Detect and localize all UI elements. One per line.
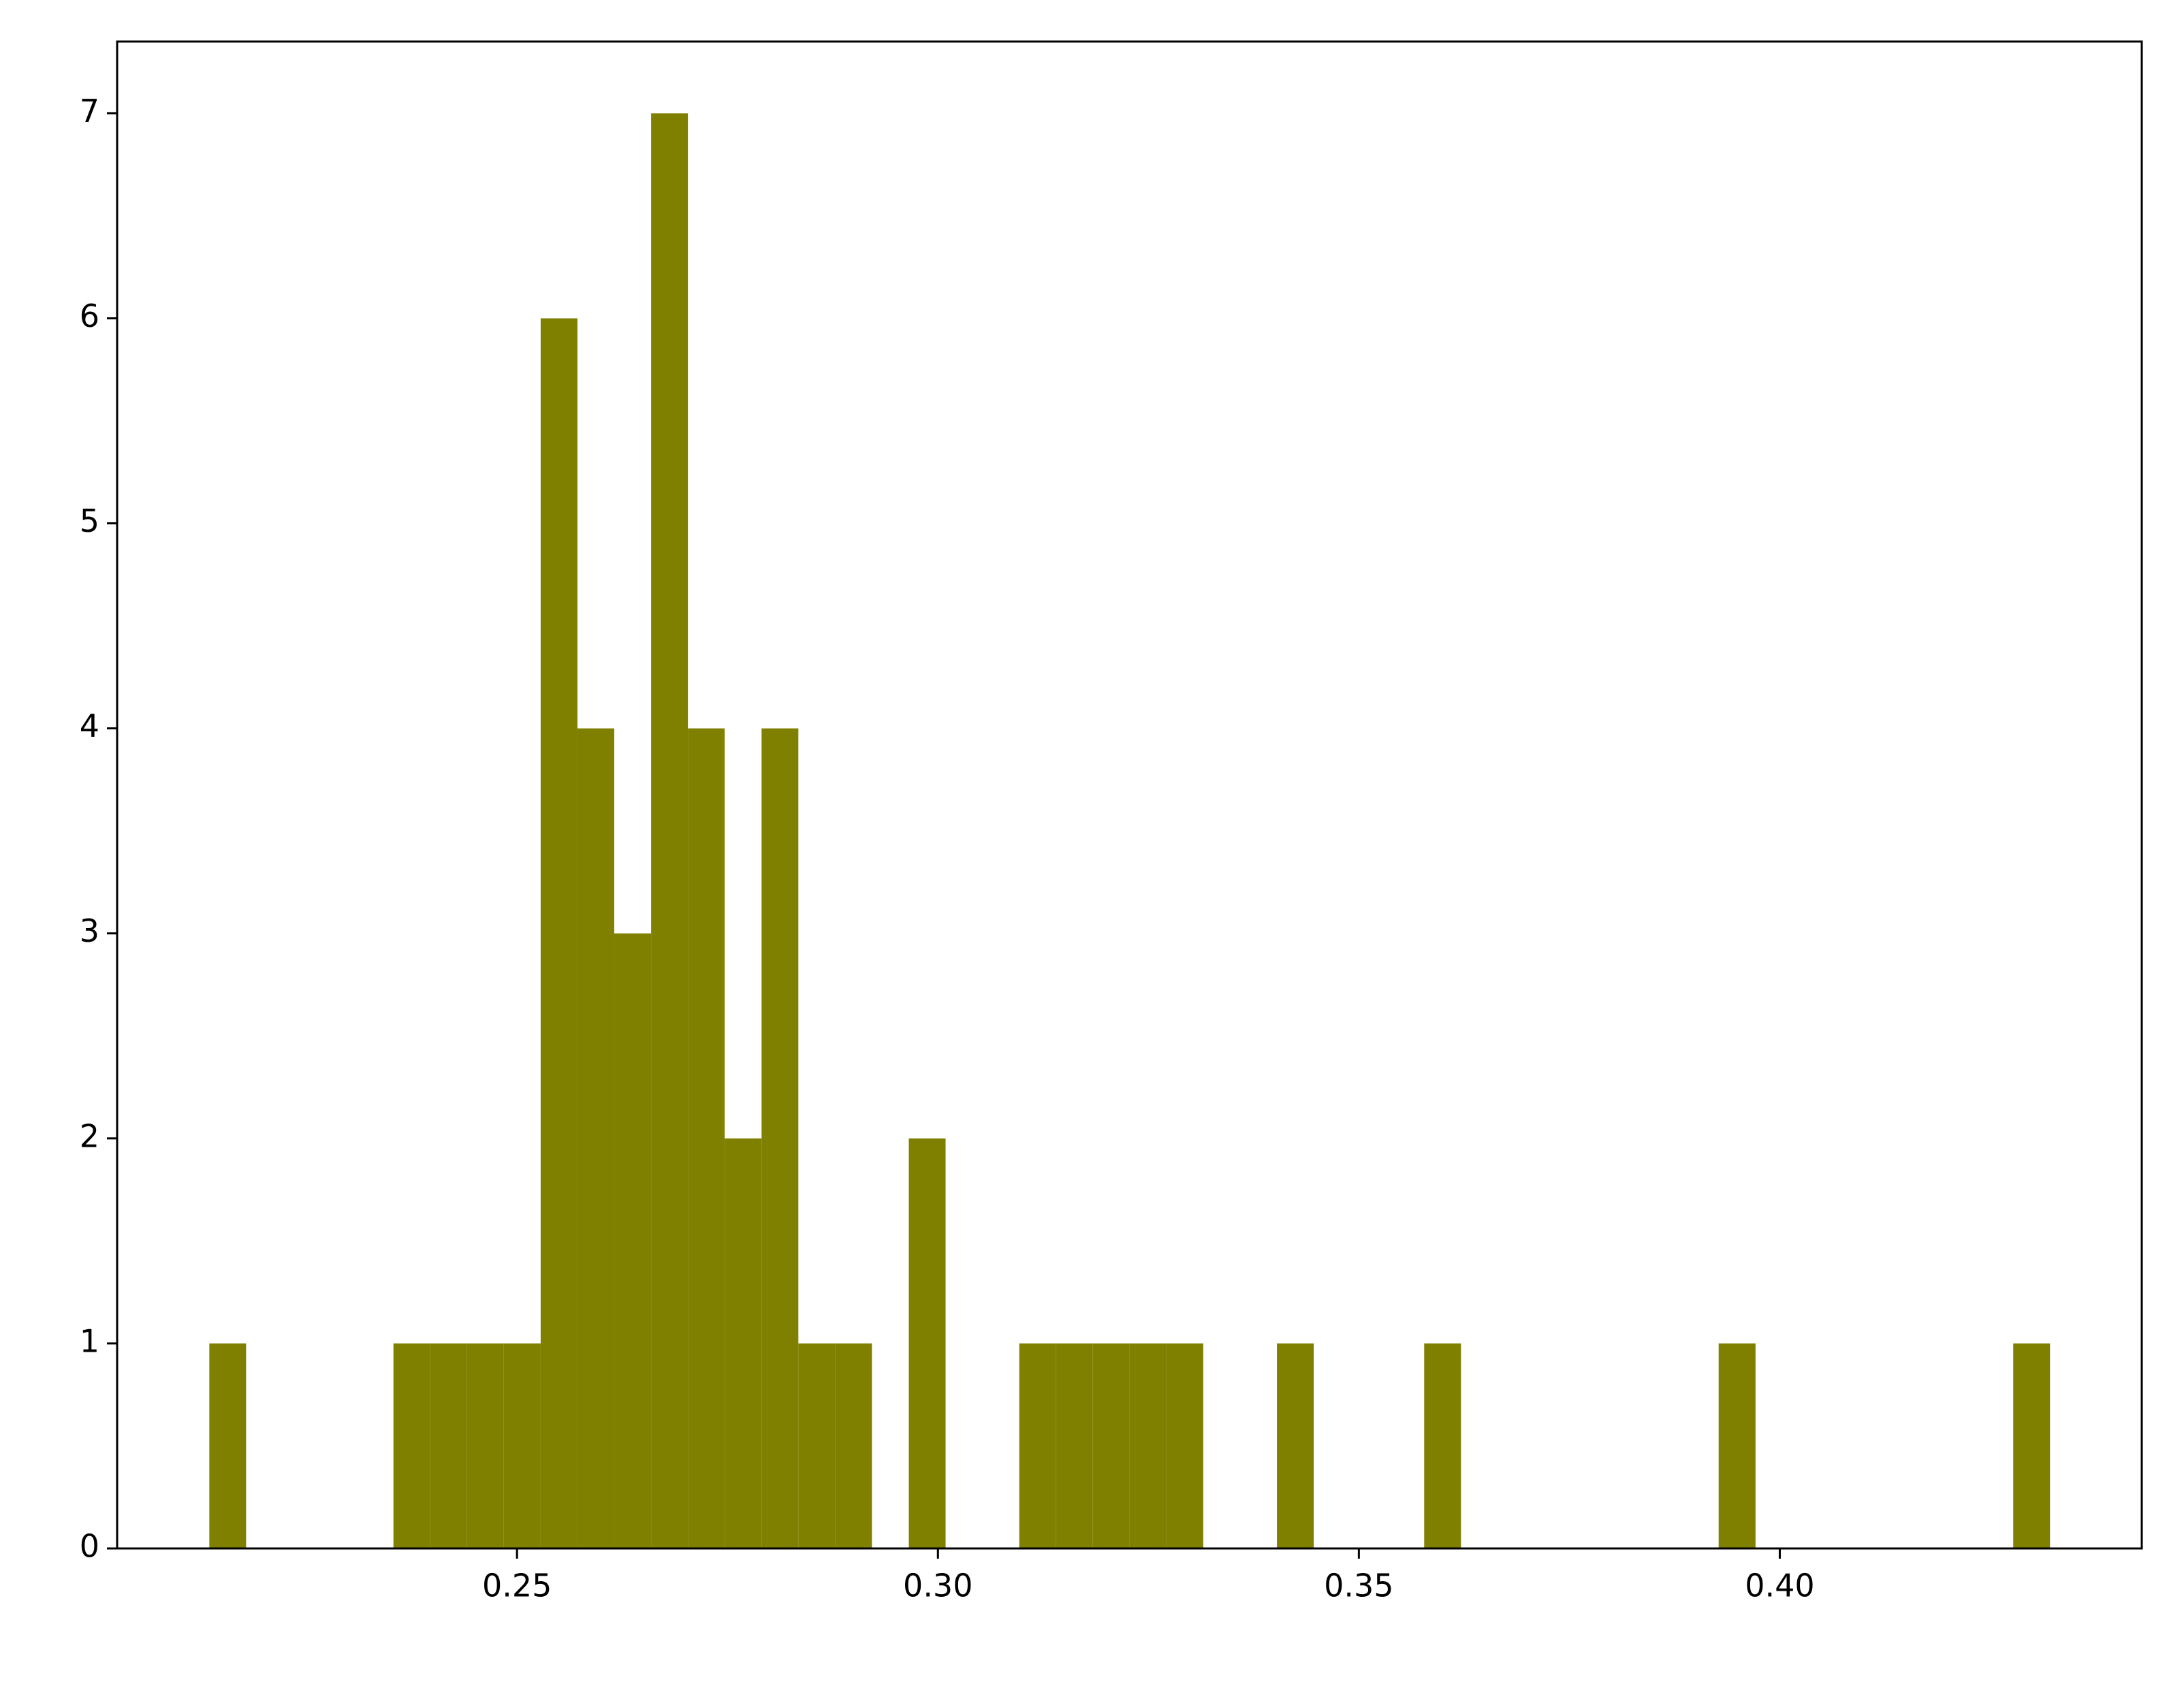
plot-frame	[116, 40, 2143, 1550]
bar	[908, 1138, 946, 1548]
y-tick-label: 0	[80, 1528, 99, 1565]
bar	[503, 1343, 541, 1548]
bar	[2013, 1343, 2051, 1548]
bar	[1277, 1343, 1314, 1548]
y-tick-label: 7	[80, 93, 99, 129]
bar	[614, 933, 652, 1548]
bar	[725, 1138, 762, 1548]
y-tick-label: 2	[80, 1117, 99, 1154]
bar	[1129, 1343, 1167, 1548]
bar	[798, 1343, 836, 1548]
bar	[393, 1343, 430, 1548]
x-tick-label: 0.40	[1745, 1568, 1814, 1604]
bar	[1166, 1343, 1203, 1548]
y-tick-label: 3	[80, 912, 99, 949]
x-tick-label: 0.35	[1324, 1568, 1393, 1604]
bar	[540, 318, 577, 1549]
bar	[688, 728, 725, 1548]
bar	[430, 1343, 467, 1548]
x-tick-label: 0.30	[903, 1568, 972, 1604]
y-tick-label: 4	[80, 707, 99, 744]
bar	[1424, 1343, 1461, 1548]
bar	[1056, 1343, 1093, 1548]
y-tick-label: 5	[80, 503, 99, 539]
bar	[761, 728, 799, 1548]
bar	[1718, 1343, 1756, 1548]
bar	[577, 728, 614, 1548]
bar	[651, 113, 689, 1549]
bar	[1092, 1343, 1130, 1548]
x-tick-label: 0.25	[482, 1568, 552, 1604]
y-tick-label: 1	[80, 1322, 99, 1359]
bar	[1019, 1343, 1056, 1548]
bar	[835, 1343, 872, 1548]
y-tick-label: 6	[80, 298, 99, 334]
bar	[209, 1343, 247, 1548]
bar	[466, 1343, 504, 1548]
